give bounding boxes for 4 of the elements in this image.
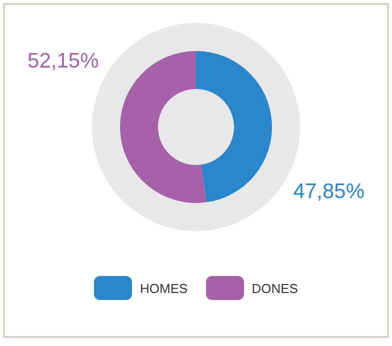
- legend-label: DONES: [252, 280, 298, 296]
- legend-label: HOMES: [140, 280, 188, 296]
- data-label: 52,15%: [28, 50, 99, 73]
- data-label: 47,85%: [293, 180, 364, 203]
